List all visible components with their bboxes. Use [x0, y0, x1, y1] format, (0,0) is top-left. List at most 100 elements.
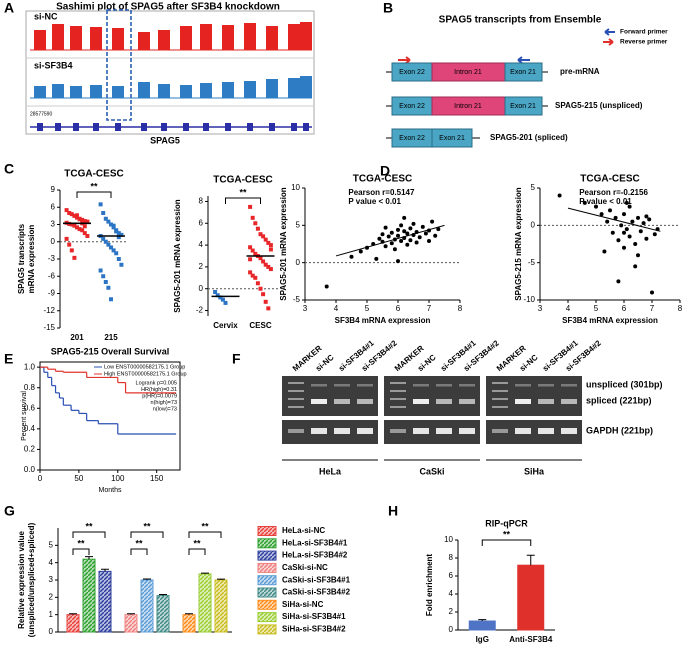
- track-label: si-SF3B4: [34, 60, 73, 70]
- x-tick-label: 7: [427, 304, 432, 313]
- gel-band: [538, 399, 554, 404]
- stat-label: p(HR)=0.0079: [142, 393, 177, 399]
- data-point: [630, 219, 635, 224]
- data-point: [85, 234, 90, 238]
- y-tick-label: 5: [296, 220, 301, 229]
- row-label: pre-mRNA: [560, 67, 600, 76]
- band-label: spliced (221bp): [586, 395, 652, 405]
- data-point: [250, 215, 255, 220]
- x-tick-label: 201: [70, 333, 84, 342]
- x-tick-label: Cervix: [213, 321, 238, 330]
- exon-block: [269, 123, 275, 131]
- ladder-band: [492, 398, 508, 400]
- exon-block: [161, 123, 167, 131]
- fit-line: [335, 224, 445, 257]
- cell-label: CaSki: [419, 466, 444, 476]
- data-point: [72, 223, 77, 228]
- significance-label: **: [201, 521, 209, 531]
- data-point: [396, 259, 400, 264]
- x-tick-label: Anti-SF3B4: [509, 635, 553, 644]
- coverage-peak: [288, 24, 300, 50]
- track-label: si-NC: [34, 11, 58, 21]
- exon-block: [115, 123, 121, 131]
- exon-block: [93, 123, 99, 131]
- gel-band: [390, 429, 406, 433]
- data-point: [268, 247, 273, 252]
- annotation: P value < 0.01: [348, 197, 401, 206]
- data-point: [119, 262, 124, 267]
- y-axis-label: (unspliced/unspliced+spliced): [27, 522, 36, 637]
- data-point: [627, 204, 632, 209]
- coverage-peak: [300, 76, 312, 98]
- data-point: [423, 231, 428, 236]
- data-point: [109, 222, 113, 227]
- panel-label: G: [4, 503, 15, 519]
- y-tick-label: 0: [449, 625, 454, 634]
- y-tick-label: 0.4: [24, 424, 36, 433]
- exon: [504, 62, 543, 82]
- gel-band: [436, 428, 452, 434]
- data-point: [266, 306, 271, 311]
- annotation: Pearson r=-0.2156: [579, 188, 648, 197]
- y-tick-label: 5: [531, 183, 536, 192]
- data-point: [633, 242, 638, 246]
- data-point: [613, 215, 618, 220]
- y-tick-label: 8: [449, 553, 454, 562]
- y-tick-label: 2: [49, 592, 54, 601]
- data-point: [114, 251, 119, 256]
- panel-label: F: [232, 351, 241, 367]
- legend-label: Low ENST00000582175.1 Group: [104, 364, 185, 370]
- panel-title: SPAG5 transcripts from Ensemble: [439, 15, 602, 26]
- significance-bracket: [72, 548, 90, 555]
- y-axis-label: Relative expression value: [17, 531, 26, 629]
- legend-label: CaSki-si-NC: [282, 563, 328, 572]
- gel-band: [334, 428, 350, 434]
- y-tick-label: -12: [43, 306, 55, 315]
- legend-swatch: [257, 550, 277, 561]
- x-tick-label: 6: [396, 304, 401, 313]
- y-tick-label: -6: [48, 271, 56, 280]
- data-point: [644, 236, 649, 241]
- data-point: [69, 248, 74, 253]
- exon-block: [37, 123, 43, 131]
- data-point: [101, 236, 106, 241]
- significance-bracket: [130, 548, 148, 555]
- exon-block: [225, 123, 231, 131]
- ladder-band: [492, 390, 508, 392]
- y-tick-label: 4: [199, 240, 204, 249]
- y-tick-label: 2: [449, 607, 454, 616]
- plot-frame: [39, 361, 181, 471]
- gel-band: [436, 399, 452, 404]
- y-tick-label: 1.0: [24, 362, 36, 371]
- legend-swatch: [257, 624, 277, 635]
- y-axis-label: SPAG5 transcripts: [17, 223, 26, 294]
- legend-swatch: [257, 575, 277, 586]
- gel-band: [515, 399, 531, 404]
- gel-band: [561, 428, 577, 434]
- bar: [82, 558, 96, 633]
- data-point: [268, 243, 273, 248]
- gel-band: [538, 384, 554, 387]
- coverage-peak: [266, 26, 278, 50]
- y-tick-label: 0.6: [24, 403, 36, 412]
- gel-band: [413, 428, 429, 434]
- data-point: [82, 219, 87, 224]
- data-point: [80, 228, 85, 233]
- gel-band: [311, 384, 327, 387]
- data-point: [111, 223, 116, 228]
- data-point: [622, 212, 626, 217]
- significance-label: **: [90, 181, 98, 191]
- x-tick-label: 50: [74, 474, 83, 483]
- gel-band: [311, 428, 327, 434]
- data-point: [402, 215, 407, 220]
- stat-label: n(low)=73: [153, 406, 177, 412]
- data-point: [223, 300, 228, 305]
- y-tick-label: -5: [293, 295, 301, 304]
- data-point: [101, 211, 106, 215]
- x-tick-label: IgG: [476, 635, 489, 644]
- chart-title: SPAG5-215 Overall Survival: [51, 346, 169, 356]
- ladder-band: [390, 406, 406, 408]
- y-tick-label: 9: [51, 185, 56, 194]
- data-point: [69, 212, 74, 217]
- y-axis-label: Fold enrichment: [425, 554, 434, 617]
